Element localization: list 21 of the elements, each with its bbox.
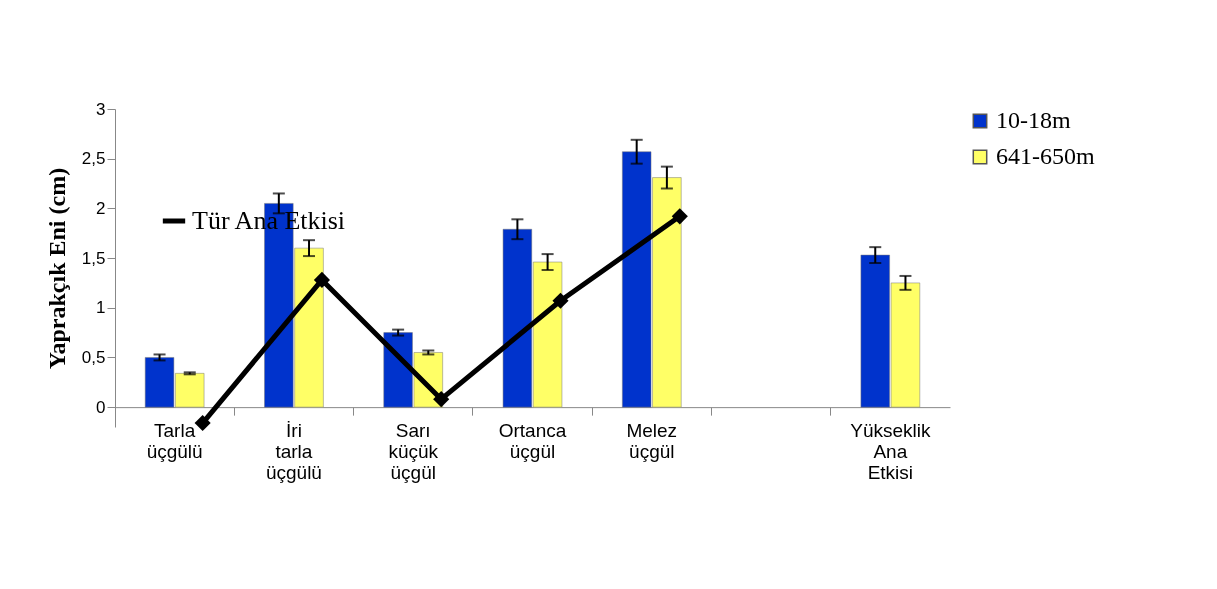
x-tick-label: Tarla üçgülü [146,419,203,462]
point [552,292,569,309]
y-tick-label: 1,5 [81,248,106,268]
x-tick-label: Sarı küçük üçgül [388,419,439,483]
y-tick-label: 3 [96,99,106,119]
y-tick-label: 1 [96,298,106,318]
x-tick-label: Ortanca üçgül [498,419,567,462]
x-tick-label: Melez üçgül [626,419,678,462]
y-tick-label: 0 [96,397,106,417]
legend-label: 641-650m [996,143,1095,169]
x-tick-label: Yükseklik Ana Etkisi [850,419,931,483]
y-tick-label: 2,5 [81,149,106,169]
legend-label: 10-18m [996,107,1071,133]
x-tick-label: İri tarla üçgülü [265,419,322,483]
y-tick-label: 2 [96,198,106,218]
point [671,208,688,225]
point [313,271,330,288]
y-axis-title: Yaprakçık Eni (cm) [43,167,70,370]
point [194,414,211,432]
point [433,391,450,408]
y-tick-label: 0,5 [81,347,106,367]
